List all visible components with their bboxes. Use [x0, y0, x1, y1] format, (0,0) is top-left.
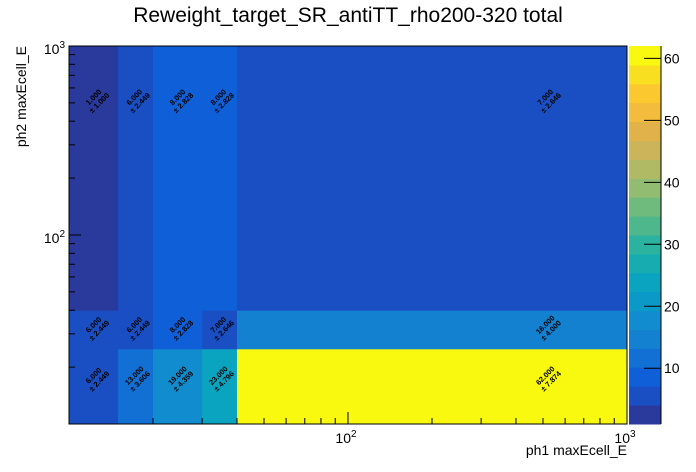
heatmap-cell	[69, 46, 119, 311]
x-tick-label: 102	[335, 429, 357, 446]
colorbar-band	[629, 102, 661, 123]
heatmap-cell	[152, 46, 203, 311]
colorbar-tick-label: 50	[664, 112, 680, 128]
colorbar-band	[629, 253, 661, 274]
heatmap-cell	[202, 310, 238, 350]
colorbar-tick-label: 30	[664, 236, 680, 252]
colorbar-band	[629, 405, 661, 425]
colorbar-band	[629, 140, 661, 160]
y-tick-label: 103	[44, 40, 66, 57]
colorbar-band	[629, 83, 661, 104]
heatmap-cell	[202, 348, 238, 425]
colorbar-band	[629, 291, 661, 312]
colorbar-band	[629, 197, 661, 217]
y-tick-exp: 3	[59, 40, 65, 51]
x-tick-exp: 2	[351, 429, 357, 440]
colorbar-tick-label: 10	[664, 360, 680, 376]
heatmap-cell	[152, 348, 203, 425]
chart-title: Reweight_target_SR_antiTT_rho200-320 tot…	[133, 4, 563, 27]
heatmap-cell	[152, 310, 203, 350]
colorbar-tick-label: 40	[664, 174, 680, 190]
colorbar-band	[629, 386, 661, 406]
heatmap-cell	[69, 310, 119, 350]
colorbar-tick-label: 60	[664, 50, 680, 66]
y-tick-exp: 2	[59, 229, 65, 240]
heatmap-cell	[236, 310, 628, 350]
heatmap-cell	[236, 46, 628, 311]
heatmap-cell	[118, 46, 154, 311]
heatmap-cell	[236, 348, 628, 425]
colorbar-band	[629, 367, 661, 387]
heatmap-cell	[202, 46, 238, 311]
colorbar-band	[629, 178, 661, 198]
colorbar-band	[629, 64, 661, 85]
colorbar-band	[629, 159, 661, 179]
colorbar-band	[629, 348, 661, 368]
colorbar-band	[629, 272, 661, 293]
colorbar-band	[629, 216, 661, 236]
heatmap-cell	[69, 348, 119, 425]
colorbar-band	[629, 310, 661, 330]
colorbar-band	[629, 121, 661, 141]
x-tick-exp: 3	[630, 429, 636, 440]
x-tick-label: 103	[614, 429, 636, 446]
heatmap-cell	[118, 348, 154, 425]
y-tick-label: 102	[44, 229, 66, 246]
x-axis-label: ph1 maxEcell_E	[525, 442, 627, 458]
colorbar-band	[629, 46, 661, 66]
colorbar-band	[629, 329, 661, 349]
colorbar-tick-label: 20	[664, 298, 680, 314]
heatmap-cell	[118, 310, 154, 350]
